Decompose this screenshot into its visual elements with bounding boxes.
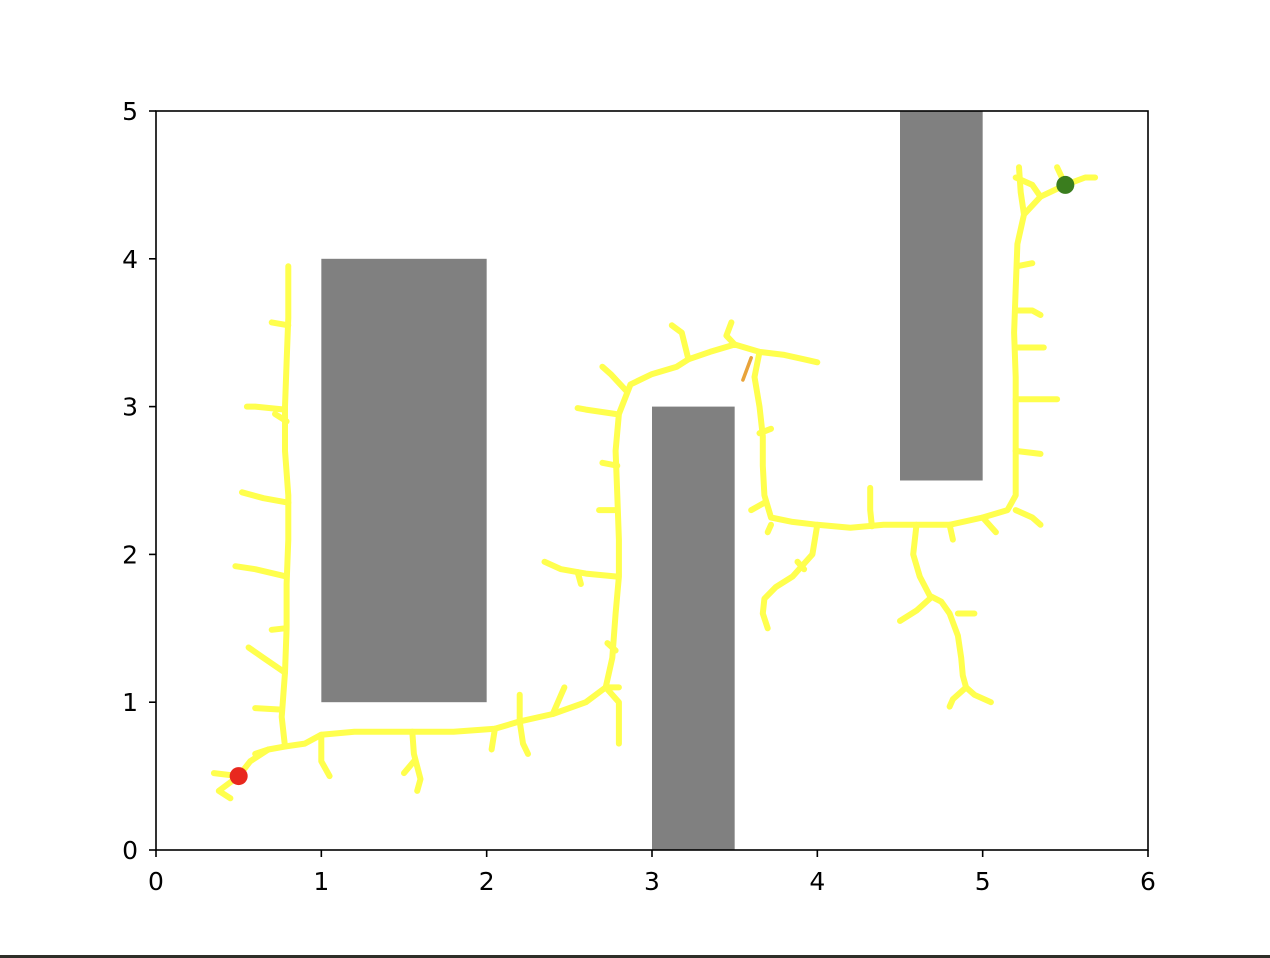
tree-branch	[574, 405, 619, 417]
obstacle	[321, 258, 487, 703]
tree-branch	[409, 728, 424, 794]
tree-branch	[1014, 260, 1036, 270]
x-tick-label: 5	[975, 867, 991, 896]
tree-branch	[764, 521, 774, 536]
markers	[229, 175, 1075, 786]
tree-branch	[272, 411, 290, 425]
tree-branch	[946, 521, 956, 543]
tree-branch	[1012, 174, 1044, 200]
tree-branch	[599, 363, 631, 395]
tree-branch	[723, 319, 738, 348]
tree-branch	[599, 459, 621, 469]
x-tick-label: 3	[644, 867, 660, 896]
tree-branch	[1012, 447, 1044, 457]
tree-branch	[488, 725, 498, 753]
tree-branch	[232, 563, 290, 580]
tree-branch	[268, 625, 288, 633]
tree-branch	[794, 558, 808, 573]
x-tick-label: 4	[809, 867, 825, 896]
tree-branch	[748, 499, 768, 514]
tree-branch	[1012, 307, 1044, 318]
y-tick-label: 4	[122, 245, 138, 274]
tree-branch	[252, 705, 285, 713]
bottom-rule	[0, 955, 1270, 958]
tree-branch	[318, 731, 333, 780]
tree-branch	[759, 521, 821, 632]
y-tick-label: 5	[122, 97, 138, 126]
y-tick-label: 3	[122, 393, 138, 422]
obstacles	[321, 111, 983, 850]
tree-branch	[278, 263, 292, 750]
tree-branch	[401, 758, 417, 777]
tree-branch	[668, 322, 692, 363]
obstacle	[652, 406, 735, 850]
x-tick-label: 1	[313, 867, 329, 896]
tree-branch	[239, 489, 292, 506]
y-axis-ticks: 0 1 2 3 4 5	[122, 97, 156, 865]
tree-branch	[867, 484, 875, 530]
x-axis-ticks: 0 1 2 3 4 5 6	[148, 850, 1156, 896]
tree-branch	[1012, 507, 1044, 528]
tree-branch	[602, 684, 622, 747]
x-tick-label: 6	[1140, 867, 1156, 896]
tree-branch	[1016, 164, 1027, 218]
tree-branch	[756, 425, 774, 437]
tree-branch	[910, 521, 994, 706]
path-segment	[741, 356, 753, 382]
tree-branch	[604, 640, 619, 654]
tree-branch	[979, 514, 999, 536]
tree-branch	[897, 595, 933, 624]
x-tick-label: 0	[148, 867, 164, 896]
y-tick-label: 2	[122, 540, 138, 569]
path-line	[741, 356, 753, 382]
tree-branch	[243, 403, 288, 413]
x-tick-label: 2	[479, 867, 495, 896]
tree-branch	[252, 746, 272, 757]
tree-branch	[268, 319, 292, 329]
obstacle	[900, 111, 983, 481]
tree-branch	[574, 569, 584, 587]
tree-branch	[516, 718, 531, 757]
y-tick-label: 0	[122, 836, 138, 865]
tree-branch	[245, 644, 288, 676]
goal-marker	[1056, 175, 1075, 194]
rrt-tree	[210, 164, 1099, 802]
start-marker	[229, 767, 248, 786]
tree-branch	[549, 684, 568, 717]
tree-branch	[541, 558, 621, 580]
tree-branch	[946, 684, 970, 710]
y-tick-label: 1	[122, 688, 138, 717]
